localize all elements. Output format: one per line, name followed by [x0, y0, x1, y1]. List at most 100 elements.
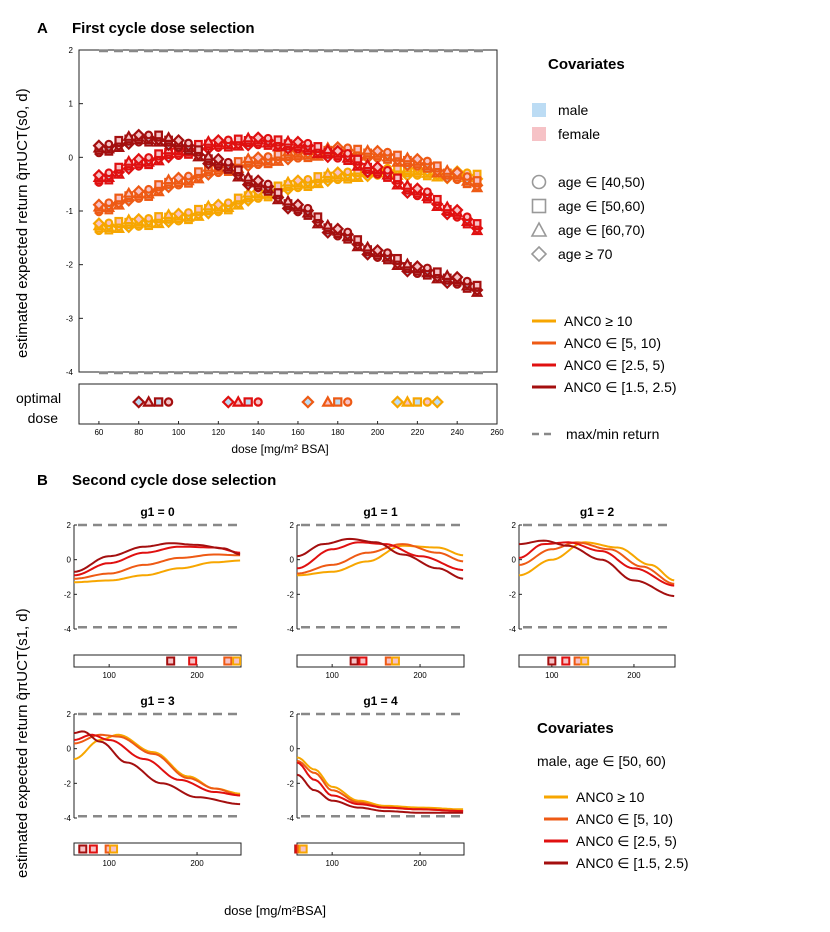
small-optimal-marker [166, 656, 176, 666]
scatter-point-a [281, 194, 295, 206]
scatter-point-a [172, 133, 185, 147]
small-series-line [74, 559, 241, 584]
scatter-point-a [401, 257, 414, 269]
optimal-dose-marker-a [422, 397, 433, 407]
small-y-tick-label: 0 [290, 556, 295, 565]
square-marker-icon [531, 198, 547, 214]
scatter-point-a [472, 219, 482, 228]
small-y-tick-label: 0 [67, 556, 72, 565]
line-swatch-icon [532, 385, 556, 389]
scatter-point-a [432, 267, 442, 277]
small-x-tick-label: 100 [102, 859, 116, 868]
scatter-point-a [242, 131, 255, 143]
x-axis-title-a: dose [mg/m² BSA] [231, 442, 329, 456]
scatter-point-a [92, 139, 106, 153]
scatter-point-a [194, 204, 203, 214]
scatter-point-a [251, 131, 265, 144]
x-tick-label-a: 140 [251, 428, 265, 437]
scatter-point-a [114, 135, 124, 145]
legend-a-title: Covariates [548, 56, 625, 73]
scatter-point-a [273, 135, 283, 145]
scatter-point-a [291, 135, 305, 149]
legend-b-anc-item: ANC0 ∈ [5, 10) [544, 808, 689, 830]
x-tick-label-a: 160 [291, 428, 305, 437]
x-tick-label-a: 100 [172, 428, 186, 437]
small-optimal-strip [296, 842, 465, 856]
legend-label-maxmin: max/min return [566, 426, 660, 442]
scatter-point-a [450, 203, 464, 217]
small-y-tick-label: 2 [67, 521, 72, 530]
legend-a-anc-item: ANC0 ∈ [1.5, 2.5) [532, 376, 677, 398]
small-series-line [518, 541, 675, 585]
scatter-point-a [122, 186, 135, 198]
small-series-line [73, 545, 241, 577]
legend-item-male: male [532, 98, 600, 122]
scatter-point-a [223, 198, 233, 208]
scatter-point-a [122, 154, 135, 166]
scatter-point-a [242, 170, 255, 182]
small-optimal-marker [561, 656, 571, 666]
small-series-line [296, 537, 464, 580]
small-optimal-marker [78, 844, 88, 854]
scatter-point-a [202, 199, 215, 211]
x-tick-label-a: 120 [212, 428, 226, 437]
section-b-letter: B [37, 472, 48, 489]
scatter-point-a [353, 144, 363, 154]
scatter-point-a [401, 151, 414, 163]
small-y-tick-label: 2 [67, 710, 72, 719]
plot-a: -4 -3 -2 -1 0 1 2 [66, 46, 498, 377]
scatter-point-a [233, 193, 243, 203]
small-y-tick-label: -2 [64, 590, 72, 599]
scatter-point-a [331, 166, 345, 179]
scatter-point-a [154, 212, 164, 221]
legend-item-age-60: age ∈ [60,70) [530, 218, 645, 242]
optimal-dose-marker-a [430, 395, 444, 409]
scatter-point-a [441, 200, 454, 212]
small-series-line [73, 733, 241, 797]
small-y-tick-label: -2 [287, 590, 295, 599]
legend-b-anc-label: ANC0 ∈ [1.5, 2.5) [576, 854, 689, 871]
legend-b-anc-item: ANC0 ≥ 10 [544, 786, 689, 808]
scatter-point-a [343, 227, 353, 237]
small-optimal-marker [390, 656, 400, 666]
scatter-point-a [303, 203, 313, 213]
optimal-dose-marker-a [321, 395, 335, 407]
scatter-point-a [303, 138, 313, 148]
y-tick-label-a: 1 [69, 100, 74, 109]
scatter-point-a [194, 167, 203, 177]
legend-label-female: female [558, 126, 601, 142]
small-y-tick-label: -4 [287, 814, 295, 823]
scatter-point-a [172, 171, 185, 185]
scatter-point-a [422, 263, 432, 273]
small-chart-title: g1 = 4 [363, 694, 398, 708]
optimal-dose-label-line1: optimal [16, 390, 62, 406]
legend-a-sex: male female [532, 98, 600, 146]
small-series-line [74, 553, 241, 580]
scatter-point-a [371, 243, 384, 257]
scatter-point-a [303, 174, 313, 184]
scatter-point-a [132, 212, 146, 226]
scatter-point-a [251, 151, 265, 164]
scatter-point-a [184, 138, 193, 148]
scatter-point-a [211, 152, 225, 166]
x-tick-label-a: 180 [331, 428, 345, 437]
scatter-point-a [281, 175, 295, 187]
scatter-point-a [263, 133, 273, 143]
legend-a-anc-item: ANC0 ≥ 10 [532, 310, 677, 332]
legend-item-female: female [532, 122, 600, 146]
scatter-point-a [154, 180, 164, 189]
small-x-tick-label: 100 [325, 859, 339, 868]
small-y-tick-label: 2 [290, 521, 295, 530]
section-b-title: Second cycle dose selection [72, 472, 277, 489]
scatter-point-a [144, 130, 154, 140]
small-series-line [296, 761, 464, 813]
optimal-dose-marker-a [400, 395, 414, 407]
scatter-point-a [104, 198, 114, 208]
scatter-point-a [371, 160, 384, 174]
circle-marker-icon [531, 174, 547, 190]
optimal-dose-strip-a: 60 80 100 120 140 160 180 200 220 240 260 [78, 383, 504, 437]
small-x-tick-label: 100 [102, 671, 116, 680]
scatter-point-a [441, 269, 454, 280]
small-chart-title: g1 = 1 [363, 505, 398, 519]
scatter-point-a [393, 173, 402, 183]
